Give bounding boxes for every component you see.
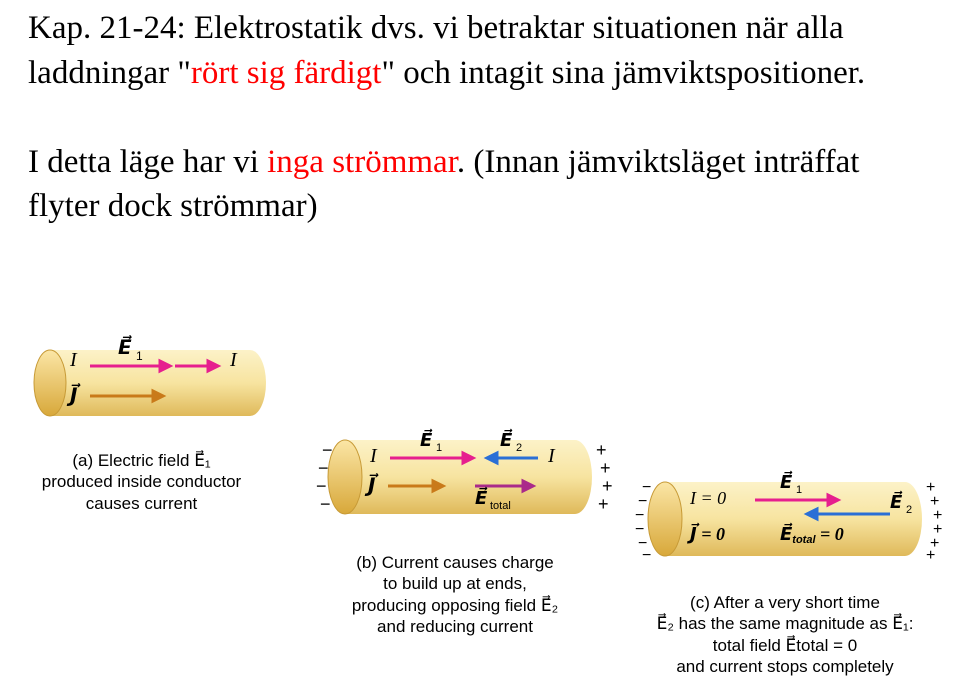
figure-a-caption: (a) Electric field E⃗₁ produced inside c…	[24, 450, 259, 514]
figure-b-caption: (b) Current causes charge to build up at…	[320, 552, 590, 637]
heading-part3: I detta läge har vi	[28, 144, 267, 180]
fig-c-caption-l3: total field E⃗total = 0	[713, 636, 857, 655]
figure-c-caption: (c) After a very short time E⃗₂ has the …	[640, 592, 930, 677]
fig-c-caption-l2: E⃗₂ has the same magnitude as E⃗₁:	[657, 614, 914, 633]
svg-text:2: 2	[906, 504, 912, 516]
figure-c: − − − − − − + + + + + + I = 0 E⃗ 1 E⃗ 2 …	[620, 462, 960, 602]
fig-b-caption-l1: (b) Current causes charge	[356, 553, 553, 572]
fig-b-caption-l4: and reducing current	[377, 617, 533, 636]
svg-text:+: +	[596, 440, 607, 460]
svg-text:1: 1	[796, 484, 802, 496]
svg-text:+: +	[598, 494, 609, 514]
svg-text:E⃗: E⃗	[780, 471, 793, 492]
svg-text:+: +	[602, 476, 613, 496]
fig-c-caption-l1: (c) After a very short time	[690, 593, 880, 612]
fig-a-caption-l2: produced inside conductor	[42, 472, 241, 491]
svg-text:E⃗: E⃗	[475, 487, 488, 508]
heading-part2: " och intagit sina jämviktspositioner.	[381, 55, 865, 91]
svg-text:E⃗: E⃗	[118, 334, 132, 359]
page-title: Kap. 21-24: Elektrostatik dvs. vi betrak…	[28, 6, 932, 229]
svg-text:−: −	[322, 440, 333, 460]
heading-red2: inga strömmar	[267, 144, 457, 180]
label-j-zero: J⃗ = 0	[687, 523, 725, 544]
fig-a-caption-l3: causes current	[86, 494, 198, 513]
heading-red1: rört sig färdigt	[191, 55, 382, 91]
svg-text:E⃗: E⃗	[420, 429, 433, 450]
svg-text:−: −	[642, 547, 651, 564]
svg-text:+: +	[926, 547, 935, 564]
fig-b-caption-l3: producing opposing field E⃗₂	[352, 596, 558, 615]
svg-text:+: +	[600, 458, 611, 478]
svg-text:E⃗: E⃗	[890, 491, 903, 512]
svg-text:I: I	[547, 445, 556, 467]
svg-text:I: I	[369, 445, 378, 467]
svg-text:E⃗: E⃗	[500, 429, 513, 450]
figure-b: − − − − + + + + I I E⃗ 1 E⃗ 2 J⃗	[300, 420, 630, 560]
svg-text:−: −	[320, 494, 331, 514]
svg-text:1: 1	[136, 349, 143, 363]
svg-text:−: −	[316, 476, 327, 496]
fig-a-caption-l1: (a) Electric field E⃗₁	[72, 451, 210, 470]
svg-text:I: I	[229, 349, 238, 371]
fig-c-caption-l4: and current stops completely	[676, 657, 893, 676]
label-i-zero: I = 0	[689, 488, 726, 508]
svg-text:I: I	[69, 349, 78, 371]
fig-b-caption-l2: to build up at ends,	[383, 574, 527, 593]
svg-text:1: 1	[436, 442, 442, 454]
svg-text:−: −	[318, 458, 329, 478]
svg-text:2: 2	[516, 442, 522, 454]
figure-a: I I E⃗ 1 J⃗	[20, 330, 290, 450]
svg-text:total: total	[490, 500, 511, 512]
